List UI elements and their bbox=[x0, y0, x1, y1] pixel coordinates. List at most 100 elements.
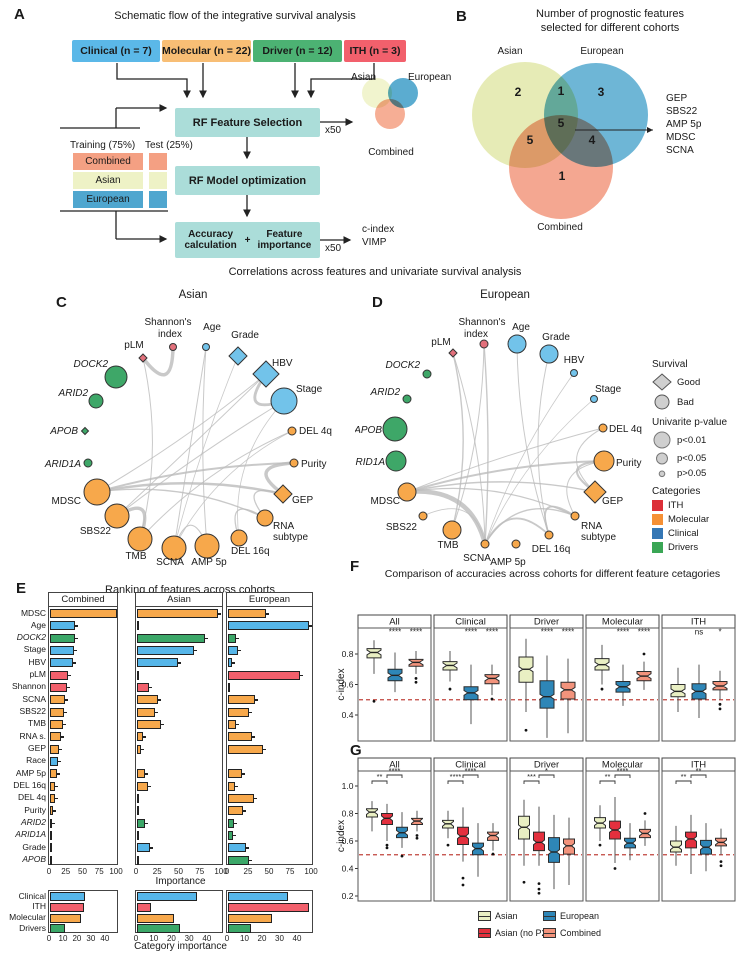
category-label-molecular: Molecular bbox=[668, 514, 710, 525]
panel-f-title: Comparison of accuracies across cohorts … bbox=[384, 568, 721, 580]
sig-clinical-1: **** bbox=[465, 766, 477, 775]
panel-e-label: E bbox=[16, 580, 27, 597]
sig-bracket-0 bbox=[523, 780, 540, 784]
sig-molecular-1: **** bbox=[638, 628, 650, 637]
e-errorbar bbox=[233, 834, 237, 837]
e-xtick: 75 bbox=[285, 867, 295, 876]
sig-molecular-0: **** bbox=[617, 628, 629, 637]
e-errorbar bbox=[160, 723, 164, 726]
e-bar bbox=[137, 855, 139, 865]
venn-count-2: 3 bbox=[597, 85, 605, 99]
pvalue-label-0: p<0.01 bbox=[677, 434, 707, 446]
sig-clinical-0: **** bbox=[465, 628, 477, 637]
box-ith-3-outlier-0 bbox=[719, 864, 723, 868]
e-errorbar bbox=[59, 748, 63, 751]
sig-driver-0: *** bbox=[527, 772, 536, 781]
e-bar bbox=[50, 621, 76, 631]
mini-venn bbox=[362, 78, 418, 129]
sig-bracket-1 bbox=[386, 774, 403, 778]
node-label-TMB: TMB bbox=[125, 551, 146, 562]
cat-xtick: 30 bbox=[184, 934, 194, 943]
box-all-2-outlier-0 bbox=[414, 680, 418, 684]
node-label-pLM: pLM bbox=[431, 337, 450, 348]
sig-clinical-0: **** bbox=[450, 772, 462, 781]
e-errorbar bbox=[68, 674, 72, 677]
box-ith-3-outlier-1 bbox=[719, 860, 723, 864]
e-bar bbox=[50, 609, 117, 618]
node-MDSC bbox=[83, 478, 111, 506]
node-Purity bbox=[289, 458, 299, 468]
y-axis-label: c-index bbox=[336, 668, 347, 700]
e-errorbar bbox=[236, 723, 240, 726]
cat-plot-combined bbox=[48, 890, 118, 934]
categories-legend-title: Categories bbox=[652, 486, 701, 497]
e-bar bbox=[228, 645, 239, 655]
box-all-1-outlier-1 bbox=[385, 843, 389, 847]
edge-MDSC-Purity bbox=[406, 460, 605, 493]
node-label-ARID1A: ARID1A bbox=[44, 459, 81, 470]
ytick-label: 0.4 bbox=[342, 710, 354, 720]
e-bar bbox=[228, 633, 236, 643]
e-bar bbox=[137, 806, 139, 816]
test-square-european bbox=[149, 191, 167, 208]
x50-bottom-label: x50 bbox=[325, 243, 342, 254]
e-bar bbox=[137, 793, 139, 803]
panel-b-label: B bbox=[456, 8, 467, 25]
e-bar bbox=[137, 719, 161, 729]
e-bar bbox=[50, 781, 56, 791]
e-row-label-plm: pLM bbox=[29, 669, 46, 680]
cat-bar bbox=[228, 913, 272, 923]
box-all-1-outlier-0 bbox=[385, 846, 389, 850]
e-xtick: 75 bbox=[195, 867, 205, 876]
e-errorbar bbox=[265, 613, 269, 615]
cat-xtick: 0 bbox=[46, 934, 52, 943]
node-label-Shannon: Shannon's bbox=[145, 317, 192, 328]
venn-combined-label: Combined bbox=[537, 222, 583, 233]
e-row-label-purity: Purity bbox=[24, 804, 46, 815]
e-bar bbox=[228, 658, 233, 668]
panel-b-title-line2: selected for different cohorts bbox=[540, 21, 680, 34]
edge-MDSC-GEP bbox=[95, 482, 285, 496]
e-bar bbox=[137, 670, 139, 680]
edge-pLM-Shannon bbox=[141, 345, 175, 377]
e-errorbar bbox=[251, 736, 255, 738]
e-strip-combined: Combined bbox=[48, 592, 118, 607]
node-label2-Shannon: index bbox=[464, 329, 488, 340]
sig-molecular-1: **** bbox=[617, 766, 629, 775]
box-all-2-outlier-0 bbox=[400, 854, 404, 858]
category-box-driver: Driver (n = 12) bbox=[253, 40, 342, 62]
e-errorbar bbox=[238, 649, 242, 652]
sig-all-1: **** bbox=[389, 766, 401, 775]
e-bar bbox=[50, 818, 52, 828]
y-axis-label: c-index bbox=[336, 820, 347, 852]
e-errorbar bbox=[72, 662, 76, 664]
node-DEL4q bbox=[598, 423, 608, 433]
feature-importance-label: Feature importance bbox=[257, 229, 312, 251]
e-errorbar bbox=[235, 637, 239, 640]
e-bar bbox=[228, 769, 243, 779]
box-ith-1-box bbox=[685, 831, 697, 849]
e-bar bbox=[228, 621, 310, 631]
e-errorbar bbox=[242, 773, 246, 775]
cd-title: Correlations across features and univari… bbox=[228, 266, 522, 278]
cat-bar bbox=[228, 892, 288, 901]
e-errorbar bbox=[232, 662, 236, 664]
e-errorbar bbox=[263, 748, 267, 751]
node-pLM bbox=[448, 348, 458, 358]
e-bar bbox=[228, 830, 234, 840]
e-xtick: 50 bbox=[264, 867, 274, 876]
e-errorbar bbox=[74, 637, 78, 640]
pvalue-legend-title: Univarite p-value bbox=[652, 417, 728, 428]
legend-glyph-median bbox=[544, 933, 555, 934]
good-diamond-icon bbox=[652, 373, 672, 391]
e-bar bbox=[50, 830, 52, 840]
box-all-2-outlier-1 bbox=[414, 677, 418, 680]
e-bar bbox=[50, 769, 57, 779]
pvalue-label-2: p>0.05 bbox=[677, 468, 707, 479]
ytick-label: 0.6 bbox=[342, 836, 354, 846]
node-label-DEL4q: DEL 4q bbox=[299, 426, 332, 437]
e-bar bbox=[228, 695, 255, 705]
e-errorbar bbox=[300, 674, 304, 677]
legend-item-asian: Asian bbox=[478, 911, 518, 921]
node-Shannon bbox=[479, 339, 489, 349]
